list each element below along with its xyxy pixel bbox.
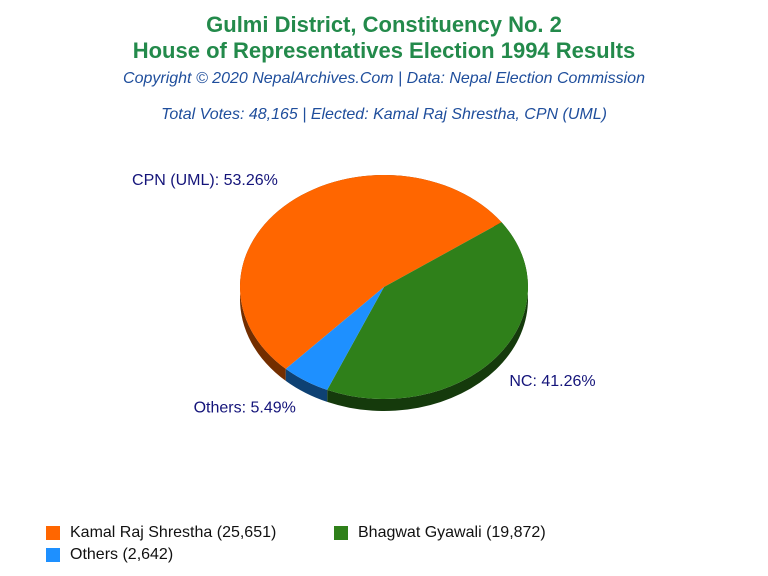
legend-swatch: [46, 526, 60, 540]
legend-label: Others (2,642): [70, 546, 173, 563]
slice-label: Others: 5.49%: [194, 399, 296, 416]
legend-swatch: [334, 526, 348, 540]
pie-slice: [240, 175, 502, 369]
legend-swatch: [46, 548, 60, 562]
pie-side: [285, 368, 328, 402]
legend-label: Bhagwat Gyawali (19,872): [358, 524, 546, 541]
source: Copyright © 2020 NepalArchives.Com | Dat…: [123, 70, 645, 87]
pie-slice: [285, 287, 384, 390]
slice-label: NC: 41.26%: [509, 373, 595, 390]
pie-side: [240, 175, 502, 381]
legend-label: Kamal Raj Shrestha (25,651): [70, 524, 276, 541]
chart-title: Gulmi District, Constituency No. 2: [206, 12, 562, 37]
chart-subtitle: House of Representatives Election 1994 R…: [133, 38, 636, 63]
note: Total Votes: 48,165 | Elected: Kamal Raj…: [161, 106, 607, 123]
slice-label: CPN (UML): 53.26%: [132, 172, 278, 189]
pie-slice: [327, 222, 528, 399]
